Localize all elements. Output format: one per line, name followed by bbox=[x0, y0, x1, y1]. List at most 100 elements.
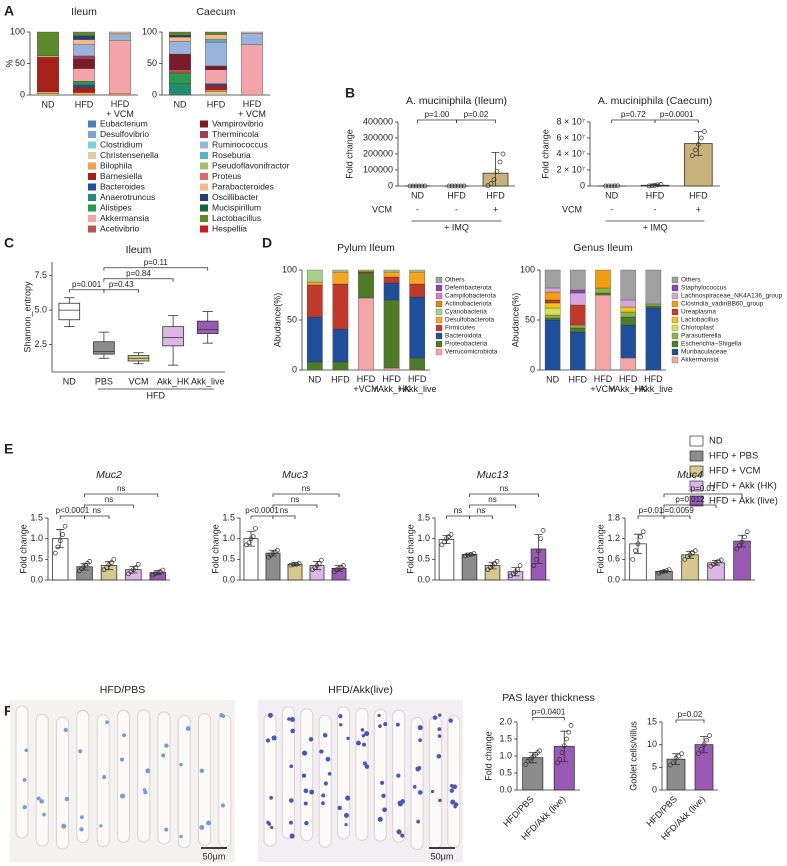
panel-label: F bbox=[4, 703, 13, 719]
y-tick-label: 0 bbox=[652, 784, 657, 794]
significance-label: p=0.11 bbox=[144, 258, 169, 267]
panel-label: B bbox=[345, 85, 355, 101]
bar-segment bbox=[383, 299, 400, 369]
data-point bbox=[538, 536, 544, 542]
data-point bbox=[655, 182, 661, 188]
y-tick-label: 100 bbox=[520, 264, 535, 274]
goblet-cell bbox=[343, 812, 349, 818]
goblet-cell bbox=[301, 773, 307, 778]
y-axis-label: Goblet cells/villus bbox=[628, 721, 638, 791]
goblet-cell bbox=[417, 765, 422, 770]
data-point bbox=[531, 563, 537, 568]
significance-bracket bbox=[250, 515, 274, 519]
goblet-cell bbox=[396, 829, 402, 835]
legend-swatch bbox=[435, 348, 443, 356]
y-tick-label: 2.5 bbox=[34, 339, 47, 349]
chart-title: A. muciniphila (Caecum) bbox=[598, 95, 712, 107]
data-point bbox=[407, 183, 413, 189]
data-point bbox=[135, 561, 141, 567]
goblet-cell bbox=[361, 742, 367, 747]
data-point bbox=[698, 135, 704, 141]
data-point bbox=[658, 182, 664, 187]
goblet-cell bbox=[304, 821, 309, 826]
bar-segment bbox=[169, 53, 191, 70]
goblet-cell bbox=[437, 734, 442, 738]
legend-swatch bbox=[200, 141, 208, 149]
goblet-cell bbox=[61, 823, 67, 829]
goblet-cell bbox=[395, 722, 400, 727]
bar-segment bbox=[205, 83, 227, 86]
significance-bracket bbox=[84, 515, 110, 519]
goblet-cell bbox=[345, 795, 351, 801]
bar-segment bbox=[241, 44, 263, 96]
bar-segment bbox=[332, 328, 349, 363]
legend-label: Bacteroidota bbox=[445, 333, 482, 340]
bar-segment bbox=[332, 361, 349, 371]
significance-label: ns bbox=[500, 484, 508, 493]
legend-swatch bbox=[689, 480, 704, 492]
goblet-cell bbox=[377, 816, 383, 822]
x-tick-label: HFD +Akk_live bbox=[634, 374, 673, 394]
y-tick-label: 1.2 bbox=[607, 533, 620, 543]
legend-swatch bbox=[671, 348, 679, 356]
legend-label: Muribaculaceae bbox=[681, 349, 727, 356]
goblet-cell bbox=[269, 796, 273, 800]
legend-swatch bbox=[88, 152, 96, 159]
legend-label: HFD + PBS bbox=[709, 451, 758, 462]
legend-swatch bbox=[88, 194, 96, 201]
y-tick-label: 100000 bbox=[363, 164, 393, 174]
goblet-cell bbox=[438, 798, 442, 803]
goblet-cell bbox=[220, 803, 226, 808]
legend-label: Lactobacillus bbox=[681, 317, 719, 324]
data-point bbox=[246, 540, 252, 546]
data-point bbox=[649, 183, 655, 189]
bar-segment bbox=[383, 282, 400, 301]
y-tick-label: 1.0 bbox=[222, 533, 235, 543]
y-axis-label: Fold change bbox=[18, 524, 28, 574]
bar-segment bbox=[595, 269, 611, 289]
bar-segment bbox=[73, 58, 95, 69]
legend-swatch bbox=[200, 204, 208, 212]
y-tick-label: 6 × 10⁷ bbox=[556, 132, 585, 142]
bar-segment bbox=[306, 361, 323, 371]
data-point bbox=[734, 546, 740, 552]
bar-segment bbox=[73, 68, 95, 82]
bar-segment bbox=[544, 317, 561, 321]
bar-segment bbox=[306, 316, 323, 363]
significance-label: p=0.72 bbox=[621, 110, 646, 119]
y-tick-label: 1.0 bbox=[499, 750, 512, 760]
bar bbox=[438, 539, 455, 581]
significance-bracket bbox=[611, 119, 656, 123]
bar-segment bbox=[109, 40, 131, 94]
legend-swatch bbox=[435, 300, 443, 308]
goblet-cell bbox=[417, 725, 423, 731]
data-point bbox=[704, 737, 710, 743]
goblet-cell bbox=[24, 748, 29, 753]
data-point bbox=[341, 563, 346, 568]
legend-swatch bbox=[671, 300, 679, 308]
bar-segment bbox=[570, 324, 586, 329]
bar-segment bbox=[205, 85, 227, 91]
y-axis-label: Fold change bbox=[405, 524, 415, 574]
y-tick-label: 1.5 bbox=[499, 733, 512, 743]
data-point bbox=[465, 552, 471, 558]
legend-label: Bilophila bbox=[100, 160, 132, 170]
legend-label: Verrucomicrobiota bbox=[445, 349, 498, 356]
bar-segment bbox=[645, 303, 662, 307]
legend-label: Others bbox=[681, 277, 701, 284]
bar-segment bbox=[409, 283, 426, 298]
legend-label: Vampirovibrio bbox=[212, 118, 264, 128]
data-point bbox=[253, 525, 258, 531]
goblet-cell bbox=[265, 738, 271, 743]
chart-title: Muc13 bbox=[477, 469, 509, 481]
legend-swatch bbox=[689, 435, 704, 447]
legend-label: Ureaplasma bbox=[681, 309, 716, 316]
y-tick-label: 1.0 bbox=[417, 533, 430, 543]
legend-label: Lachnospiraceae_NK4A136_group bbox=[681, 293, 783, 300]
goblet-cell bbox=[64, 796, 70, 802]
goblet-cell bbox=[418, 738, 422, 743]
y-tick-label: 0.0 bbox=[499, 784, 512, 794]
y-tick-label: 2 × 10⁷ bbox=[556, 164, 585, 174]
x-tick-label: ND bbox=[42, 99, 55, 109]
